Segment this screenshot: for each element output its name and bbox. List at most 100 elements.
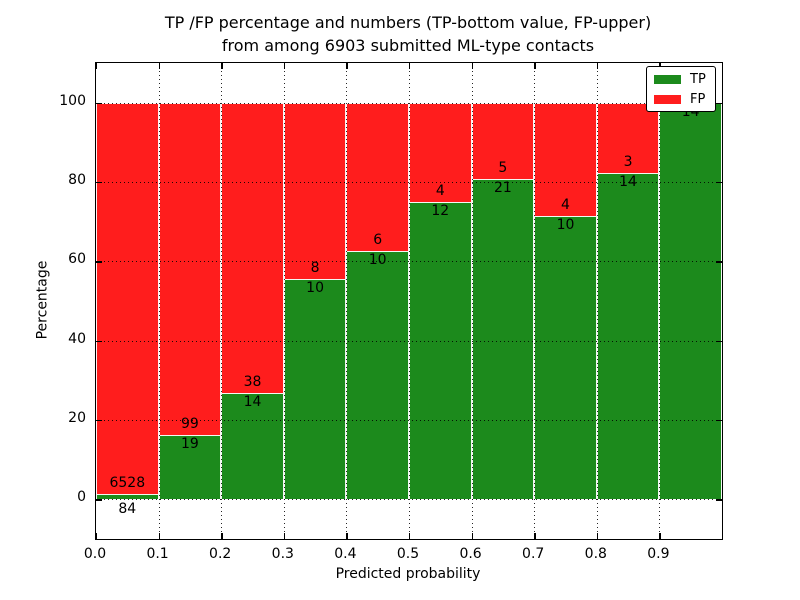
fp-swatch-icon <box>654 94 681 104</box>
gridline-vertical <box>283 63 285 539</box>
chart-title: TP /FP percentage and numbers (TP-bottom… <box>95 11 721 57</box>
x-tick-label: 0.6 <box>459 546 482 562</box>
x-tick-bottom <box>471 533 473 539</box>
gridline-vertical <box>471 63 473 539</box>
y-tick-left <box>96 182 102 184</box>
legend-entry-tp: TP <box>654 73 708 86</box>
y-tick-label: 0 <box>77 489 86 506</box>
bar-label-fp: 5 <box>498 159 508 176</box>
x-tick-top <box>158 63 160 69</box>
bar-segment-tp <box>471 178 535 500</box>
x-tick-label: 0.4 <box>334 546 357 562</box>
y-tick-label: 20 <box>68 410 86 426</box>
bar-label-fp: 8 <box>310 259 320 276</box>
x-tick-bottom <box>346 533 348 539</box>
y-tick-left <box>96 340 102 343</box>
y-tick-label: 100 <box>59 92 86 109</box>
x-tick-top <box>96 63 98 69</box>
bar-segment-tp <box>283 278 347 500</box>
gridline-vertical <box>158 63 160 539</box>
bar-label-tp: 14 <box>619 173 637 190</box>
x-tick-top <box>471 63 473 69</box>
x-tick-label: 0.8 <box>584 546 607 562</box>
x-tick-label: 0.9 <box>647 546 670 562</box>
legend-entry-fp: FP <box>654 93 708 106</box>
gridline-vertical <box>409 63 410 539</box>
y-tick-right <box>716 261 722 263</box>
legend-label-tp: TP <box>690 71 706 87</box>
gridline-vertical <box>659 63 661 539</box>
bar-label-tp: 14 <box>243 393 262 410</box>
x-tick-bottom <box>158 533 160 539</box>
bar-label-tp: 10 <box>556 217 575 233</box>
x-tick-label: 0.2 <box>209 546 232 562</box>
bar-segment-tp <box>534 216 597 500</box>
bar-segment-tp <box>596 172 660 500</box>
chart-title-line1: TP /FP percentage and numbers (TP-bottom… <box>164 13 652 32</box>
y-tick-left <box>96 499 102 501</box>
y-tick-right <box>716 340 722 343</box>
bar-segment-tp <box>409 201 472 500</box>
bar-label-fp: 4 <box>435 182 445 199</box>
x-tick-top <box>596 63 599 69</box>
x-tick-label: 0.3 <box>271 546 294 562</box>
x-tick-label: 0.1 <box>146 546 169 562</box>
gridline-vertical <box>596 63 598 539</box>
bar-label-tp: 84 <box>118 501 137 518</box>
bar-label-tp: 12 <box>431 202 450 219</box>
y-tick-right <box>716 182 722 184</box>
bar-segment-tp <box>221 392 284 500</box>
bar-segment-tp <box>96 494 159 500</box>
x-tick-top <box>283 63 286 69</box>
legend: TP FP <box>646 66 716 112</box>
x-tick-bottom <box>409 533 411 539</box>
bar-segment-fp <box>221 102 284 393</box>
plot-area: 6528849919381481061041252141031414 <box>95 62 723 540</box>
x-tick-label: 0.5 <box>396 546 420 562</box>
gridline-vertical <box>346 63 348 539</box>
x-axis-label: Predicted probability <box>335 566 481 582</box>
x-tick-bottom <box>221 533 223 539</box>
bar-segment-fp <box>283 102 347 279</box>
gridline-vertical <box>221 63 223 539</box>
bar-label-fp: 38 <box>243 373 262 390</box>
x-tick-top <box>409 63 411 69</box>
y-axis-label: Percentage <box>34 260 51 340</box>
x-tick-bottom <box>596 533 599 539</box>
x-tick-bottom <box>283 533 286 539</box>
x-tick-top <box>534 63 536 69</box>
y-tick-left <box>96 102 102 105</box>
y-tick-left <box>96 420 102 422</box>
x-tick-top <box>346 63 348 69</box>
y-tick-right <box>716 420 722 422</box>
y-tick-left <box>96 261 102 263</box>
x-tick-top <box>221 63 223 69</box>
bar-segment-fp <box>346 102 409 252</box>
bar-segment-fp <box>96 102 159 495</box>
bar-label-fp: 6528 <box>109 475 146 492</box>
bar-label-fp: 4 <box>561 197 570 213</box>
x-tick-bottom <box>534 533 536 539</box>
bar-label-tp: 10 <box>368 252 387 269</box>
x-tick-label: 0.7 <box>522 546 545 562</box>
bar-segment-fp <box>158 102 222 436</box>
tp-swatch-icon <box>654 74 681 84</box>
bar-label-fp: 99 <box>180 416 199 433</box>
legend-label-fp: FP <box>690 91 706 107</box>
y-tick-right <box>716 102 722 105</box>
x-tick-bottom <box>96 533 98 539</box>
y-tick-label: 80 <box>68 172 86 188</box>
x-tick-bottom <box>659 533 661 539</box>
bar-segment-tp <box>659 102 722 500</box>
chart-title-line2: from among 6903 submitted ML-type contac… <box>221 36 595 55</box>
y-tick-right <box>716 499 722 501</box>
bar-label-fp: 6 <box>373 232 383 249</box>
bar-label-tp: 21 <box>493 179 512 196</box>
y-tick-label: 40 <box>68 330 86 347</box>
bar-segment-tp <box>346 251 409 500</box>
y-tick-label: 60 <box>68 251 86 268</box>
bar-label-tp: 10 <box>306 279 324 296</box>
bar-label-fp: 3 <box>623 153 633 170</box>
bar-label-tp: 19 <box>180 436 199 453</box>
